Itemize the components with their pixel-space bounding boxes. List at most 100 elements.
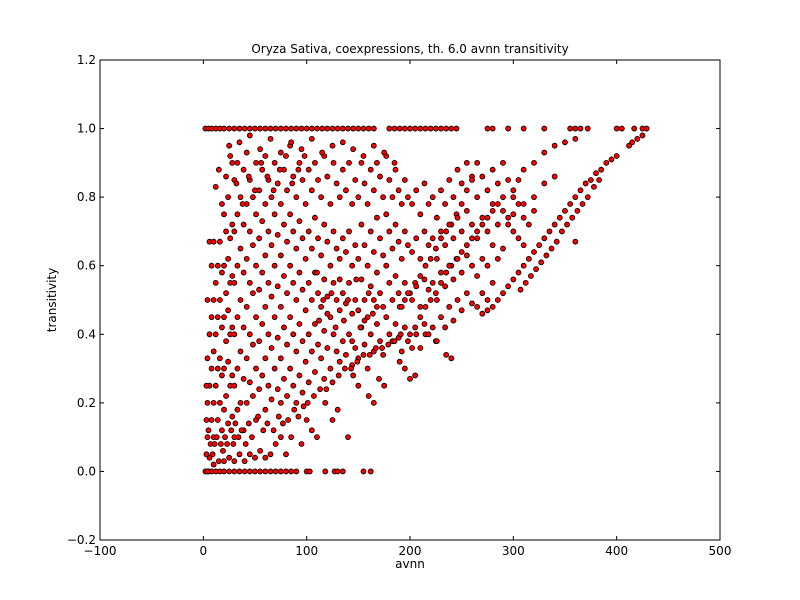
data-point <box>494 201 501 207</box>
data-point <box>365 125 372 132</box>
data-point <box>240 375 247 382</box>
data-point <box>324 293 331 300</box>
data-point <box>314 125 320 132</box>
data-point <box>339 125 346 132</box>
data-point <box>541 180 548 187</box>
data-point <box>321 221 328 228</box>
data-point <box>401 297 408 303</box>
data-point <box>386 331 393 338</box>
data-point <box>253 262 259 269</box>
data-point <box>246 228 253 235</box>
data-point <box>259 321 266 327</box>
data-point <box>227 235 234 242</box>
y-tick-label: 0.2 <box>77 396 96 410</box>
data-point <box>354 358 361 365</box>
data-point <box>421 180 428 187</box>
data-point <box>352 177 359 183</box>
data-point <box>203 417 210 423</box>
data-point <box>377 338 383 345</box>
data-point <box>270 187 277 194</box>
data-point <box>230 441 237 447</box>
data-point <box>429 194 436 201</box>
data-point <box>312 321 318 327</box>
data-point <box>226 125 233 132</box>
data-point <box>277 399 284 406</box>
data-point <box>312 159 318 166</box>
data-point <box>358 159 365 166</box>
data-point <box>321 276 328 283</box>
data-point <box>553 238 560 245</box>
data-point <box>333 245 340 252</box>
data-point <box>262 303 269 310</box>
data-point <box>427 255 434 262</box>
data-point <box>489 125 496 132</box>
data-point <box>525 255 532 262</box>
data-point <box>364 365 371 372</box>
data-point <box>442 283 449 290</box>
data-point <box>299 286 306 293</box>
data-point <box>531 194 537 201</box>
data-point <box>231 331 238 338</box>
data-point <box>308 187 315 194</box>
data-point <box>237 194 244 201</box>
data-point <box>333 297 340 303</box>
data-point <box>364 201 371 207</box>
data-point <box>272 125 279 132</box>
data-point <box>346 331 352 338</box>
data-point <box>208 262 215 269</box>
data-point <box>233 180 240 187</box>
data-point <box>267 451 274 458</box>
data-point <box>299 338 306 345</box>
data-point <box>308 427 315 434</box>
data-point <box>367 228 374 235</box>
data-point <box>510 228 517 235</box>
data-point <box>214 365 221 372</box>
data-point <box>377 290 383 297</box>
data-point <box>262 454 269 461</box>
data-point <box>262 153 269 159</box>
data-point <box>339 468 346 475</box>
data-point <box>454 255 461 262</box>
data-point <box>613 153 620 159</box>
data-point <box>458 269 465 276</box>
data-point <box>365 393 372 399</box>
data-point <box>302 358 309 365</box>
data-point <box>515 177 522 183</box>
data-point <box>531 159 537 166</box>
data-point <box>241 458 248 465</box>
data-point <box>283 468 289 475</box>
data-point <box>385 341 392 348</box>
data-point <box>433 338 440 345</box>
data-point <box>212 279 219 286</box>
data-point <box>221 365 227 372</box>
data-point <box>242 441 249 447</box>
data-point <box>349 310 356 317</box>
data-point <box>231 468 238 475</box>
data-point <box>582 180 589 187</box>
data-point <box>355 194 362 201</box>
data-point <box>212 382 219 389</box>
data-point <box>643 125 650 132</box>
data-point <box>246 331 253 338</box>
data-point <box>314 434 320 441</box>
data-point <box>322 468 329 475</box>
data-point <box>409 201 415 207</box>
data-point <box>215 166 222 173</box>
data-point <box>370 187 377 194</box>
data-point <box>209 451 216 458</box>
data-point <box>577 125 584 132</box>
data-point <box>219 324 225 331</box>
data-point <box>305 228 312 235</box>
data-point <box>304 399 311 406</box>
data-point <box>360 351 367 358</box>
data-point <box>417 273 424 279</box>
data-point <box>505 177 512 183</box>
data-point <box>370 297 377 303</box>
data-point <box>379 345 386 351</box>
data-point <box>484 214 491 221</box>
data-point <box>274 386 281 393</box>
data-point <box>412 125 419 132</box>
data-point <box>279 420 286 427</box>
data-point <box>446 262 453 269</box>
data-point <box>204 355 211 362</box>
